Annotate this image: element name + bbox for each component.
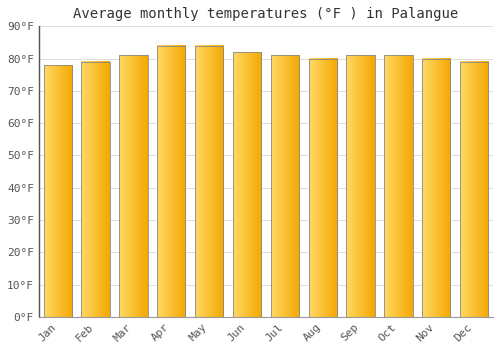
Bar (422, 58, 450, 317)
Title: Average monthly temperatures (°F ) in Palangue: Average monthly temperatures (°F ) in Pa… (74, 7, 458, 21)
Bar (233, 52, 261, 317)
Bar (82, 62, 110, 317)
Bar (119, 55, 148, 317)
Bar (308, 58, 337, 317)
Bar (157, 46, 186, 317)
Bar (44, 65, 72, 317)
Bar (195, 46, 224, 317)
Bar (460, 62, 488, 317)
Bar (270, 55, 299, 317)
Bar (384, 55, 412, 317)
Bar (346, 55, 375, 317)
